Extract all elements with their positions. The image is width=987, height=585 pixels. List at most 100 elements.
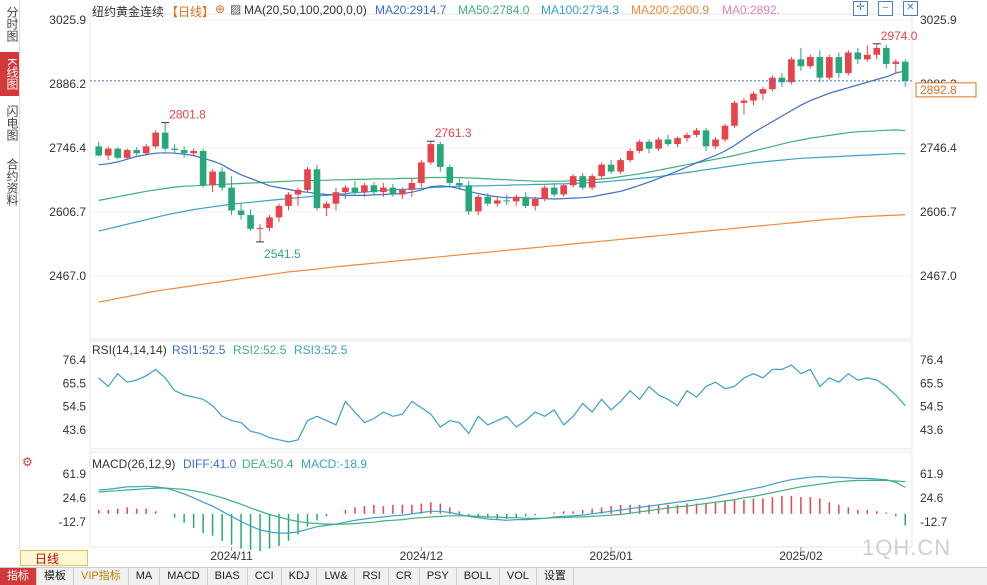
tab-cci[interactable]: CCI [248, 568, 282, 585]
dea-value: DEA:50.4 [242, 457, 294, 471]
date-tick-label: 2024/11 [210, 549, 253, 563]
candle [190, 150, 197, 154]
candle [446, 166, 454, 184]
period-selector[interactable]: 日线 [20, 550, 88, 566]
ma-picture-icon[interactable]: ▨ [230, 2, 242, 16]
rsi-tick-label: 76.4 [63, 353, 87, 367]
candle [104, 148, 112, 156]
candle [123, 150, 131, 158]
candle [474, 196, 482, 212]
candle [237, 210, 245, 216]
tab-boll[interactable]: BOLL [457, 568, 500, 585]
rsi-tick-label: 54.5 [63, 400, 87, 414]
candle [171, 148, 178, 151]
tab-cr[interactable]: CR [389, 568, 420, 585]
rsi-line [98, 364, 906, 443]
tab-kdj[interactable]: KDJ [282, 568, 318, 585]
tab-contract-info[interactable]: 合约资料 [5, 158, 19, 206]
tab-macd[interactable]: MACD [160, 568, 208, 585]
rsi2-value: RSI2:52.5 [233, 343, 287, 357]
candle [142, 146, 150, 154]
tab-ma[interactable]: MA [129, 568, 161, 585]
candle [361, 185, 368, 193]
ma20-line [98, 70, 906, 200]
candle [863, 54, 871, 60]
minimize-icon[interactable]: – [878, 1, 893, 16]
candle [275, 205, 283, 218]
tab-psy[interactable]: PSY [420, 568, 457, 585]
date-tick-label: 2024/12 [400, 549, 444, 563]
candle [569, 176, 577, 186]
candle [455, 183, 463, 186]
tab-vip-indicators[interactable]: VIP指标 [74, 568, 129, 585]
diff-value: DIFF:41.0 [183, 457, 237, 471]
ma20-value: MA20:2914.7 [375, 3, 447, 17]
kline-chart[interactable]: 3025.93025.92886.22886.22746.42746.42606… [0, 0, 987, 567]
macd-tick-label-right: 61.9 [920, 467, 944, 481]
candle [370, 185, 378, 193]
date-tick-label: 2025/01 [589, 549, 633, 563]
candle [655, 139, 662, 149]
candle [797, 59, 805, 67]
tab-indicators[interactable]: 指标 [0, 568, 37, 585]
macd-tick-label-right: -12.7 [920, 515, 948, 529]
candle [228, 187, 235, 211]
tab-intraday[interactable]: 分时图 [5, 6, 19, 42]
price-tick-label: 2606.7 [49, 205, 86, 219]
candle [835, 57, 843, 74]
rsi-panel-frame [89, 340, 913, 450]
tab-bias[interactable]: BIAS [208, 568, 248, 585]
candle [769, 77, 776, 90]
tab-vol[interactable]: VOL [500, 568, 537, 585]
candle [636, 141, 643, 151]
ma100-line [98, 153, 906, 232]
macd-gear-icon[interactable]: ⚙ [22, 455, 33, 469]
macd-tick-label: 61.9 [63, 467, 87, 481]
tab-kline[interactable]: K线图 [0, 52, 19, 96]
tab-lw[interactable]: LW& [317, 568, 356, 585]
candle [759, 89, 767, 94]
settings-icon[interactable]: ⊕ [215, 2, 226, 16]
rsi-tick-label-right: 43.6 [920, 423, 944, 437]
period-badge: 【日线】 [166, 5, 215, 19]
candle [256, 227, 264, 229]
candle [731, 102, 738, 126]
macd-panel-frame [89, 451, 913, 548]
tab-settings[interactable]: 设置 [537, 568, 574, 585]
diff-line [98, 475, 906, 534]
candle [882, 47, 890, 64]
tab-rsi[interactable]: RSI [355, 568, 389, 585]
candle [408, 183, 416, 190]
rsi-tick-label-right: 76.4 [920, 353, 944, 367]
candle [114, 148, 122, 158]
price-tick-label-right: 2467.0 [920, 269, 957, 283]
candle [465, 185, 473, 212]
tab-template[interactable]: 模板 [37, 568, 74, 585]
candle [161, 132, 169, 149]
rsi-params: RSI(14,14,14) [92, 343, 167, 357]
candle [826, 57, 833, 78]
date-tick-label: 2025/02 [779, 549, 823, 563]
expand-icon[interactable]: ✛ [853, 1, 868, 16]
candle [541, 187, 549, 200]
candle [351, 187, 359, 193]
candle [712, 139, 719, 147]
candle [607, 164, 615, 172]
candle [617, 160, 624, 172]
candle [294, 189, 302, 195]
candle [285, 194, 292, 206]
candle [901, 61, 909, 81]
candle [854, 52, 862, 60]
candle [531, 199, 539, 206]
candle [626, 150, 634, 161]
price-tick-label: 3025.9 [49, 13, 86, 27]
candle [721, 125, 729, 140]
candle [664, 139, 672, 145]
price-tick-label: 2886.2 [49, 77, 86, 91]
macd-params: MACD(26,12,9) [92, 457, 176, 471]
price-tick-label: 2746.4 [49, 141, 86, 155]
close-icon[interactable]: ✕ [903, 1, 918, 16]
candle [788, 59, 795, 83]
annotation-high: 2761.3 [435, 126, 472, 140]
tab-flash[interactable]: 闪电图 [5, 105, 19, 141]
